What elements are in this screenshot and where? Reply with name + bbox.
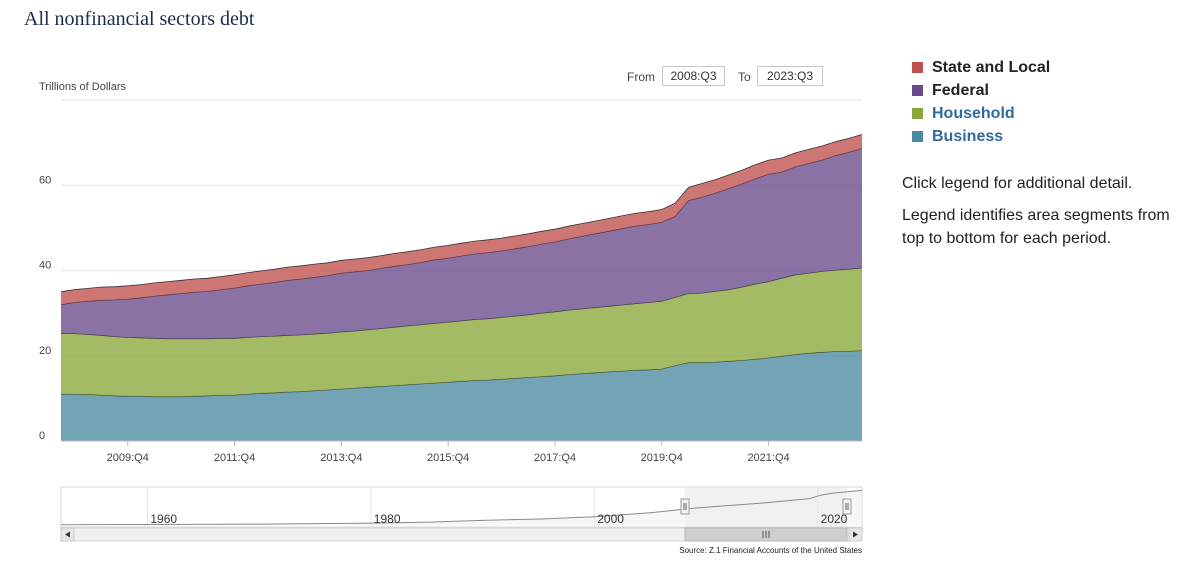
from-label: From [627, 70, 655, 84]
legend-swatch [912, 131, 923, 142]
legend-label[interactable]: Business [932, 127, 1004, 145]
area-household[interactable] [61, 267, 862, 397]
area-state-and-local[interactable] [61, 134, 862, 305]
triangle-right-icon [853, 531, 858, 538]
x-tick-label: 2011:Q4 [214, 452, 255, 464]
y-tick-label: 60 [39, 174, 51, 186]
page-title: All nonfinancial sectors debt [24, 8, 255, 30]
to-label: To [738, 70, 751, 84]
left-handle-box[interactable] [680, 498, 690, 515]
x-tick-label: 2015:Q4 [427, 452, 469, 464]
x-tick-label: 2019:Q4 [641, 452, 683, 464]
legend-label[interactable]: State and Local [932, 58, 1051, 76]
source-note: Source: Z.1 Financial Accounts of the Un… [679, 546, 862, 555]
navigator-area [61, 490, 862, 525]
y-axis-ticks: 0 20 40 60 [39, 174, 51, 442]
navigator-year-labels: 1960 1980 2000 2020 [150, 512, 847, 526]
navigator-year-label: 1980 [374, 512, 401, 526]
to-date-input[interactable] [757, 66, 823, 86]
x-tick-label: 2009:Q4 [107, 452, 149, 464]
stacked-areas [60, 134, 863, 441]
order-hint: Legend identifies area segments from top… [902, 207, 1170, 247]
chart-legend: State and Local Federal Household Busine… [912, 56, 1050, 148]
y-tick-label: 40 [39, 260, 51, 272]
navigator-year-label: 1960 [150, 512, 177, 526]
x-axis-ticks: 2009:Q4 2011:Q4 2013:Q4 2015:Q4 2017:Q4 2019:… [107, 441, 790, 464]
y-tick-label: 0 [39, 430, 45, 442]
area-federal[interactable] [61, 148, 862, 339]
right-handle-box[interactable] [842, 498, 852, 515]
area-edge-state-and-local [60, 134, 863, 293]
legend-item-household[interactable]: Household [912, 102, 1050, 125]
x-tick-label: 2013:Q4 [320, 452, 362, 464]
navigator-year-label: 2020 [821, 512, 848, 526]
legend-swatch [912, 85, 923, 96]
legend-label[interactable]: Federal [932, 81, 989, 99]
triangle-left-icon [65, 531, 70, 538]
legend-item-business[interactable]: Business [912, 125, 1050, 148]
navigator-right-handle[interactable] [842, 498, 852, 515]
range-navigator[interactable]: 1960 1980 2000 2020 [60, 486, 863, 542]
x-tick-label: 2017:Q4 [534, 452, 576, 464]
click-hint: Click legend for additional detail. [902, 175, 1133, 192]
from-date-input[interactable] [662, 66, 725, 86]
legend-item-federal[interactable]: Federal [912, 79, 1050, 102]
navigator-line [60, 489, 863, 526]
legend-instructions: Click legend for additional detail. Lege… [902, 172, 1172, 259]
legend-swatch [912, 62, 923, 73]
debt-area-chart: Trillions of Dollars 0 20 40 60 2009:Q4 2011… [39, 81, 863, 555]
x-tick-label: 2021:Q4 [747, 452, 789, 464]
legend-swatch [912, 108, 923, 119]
y-tick-label: 20 [39, 345, 51, 357]
area-business[interactable] [61, 350, 862, 441]
navigator-left-handle[interactable] [680, 498, 690, 515]
navigator-year-label: 2000 [597, 512, 624, 526]
legend-label[interactable]: Household [932, 104, 1015, 122]
y-axis-label: Trillions of Dollars [39, 81, 127, 93]
legend-item-state-and-local[interactable]: State and Local [912, 56, 1050, 79]
navigator-scrollbar[interactable] [60, 527, 863, 542]
